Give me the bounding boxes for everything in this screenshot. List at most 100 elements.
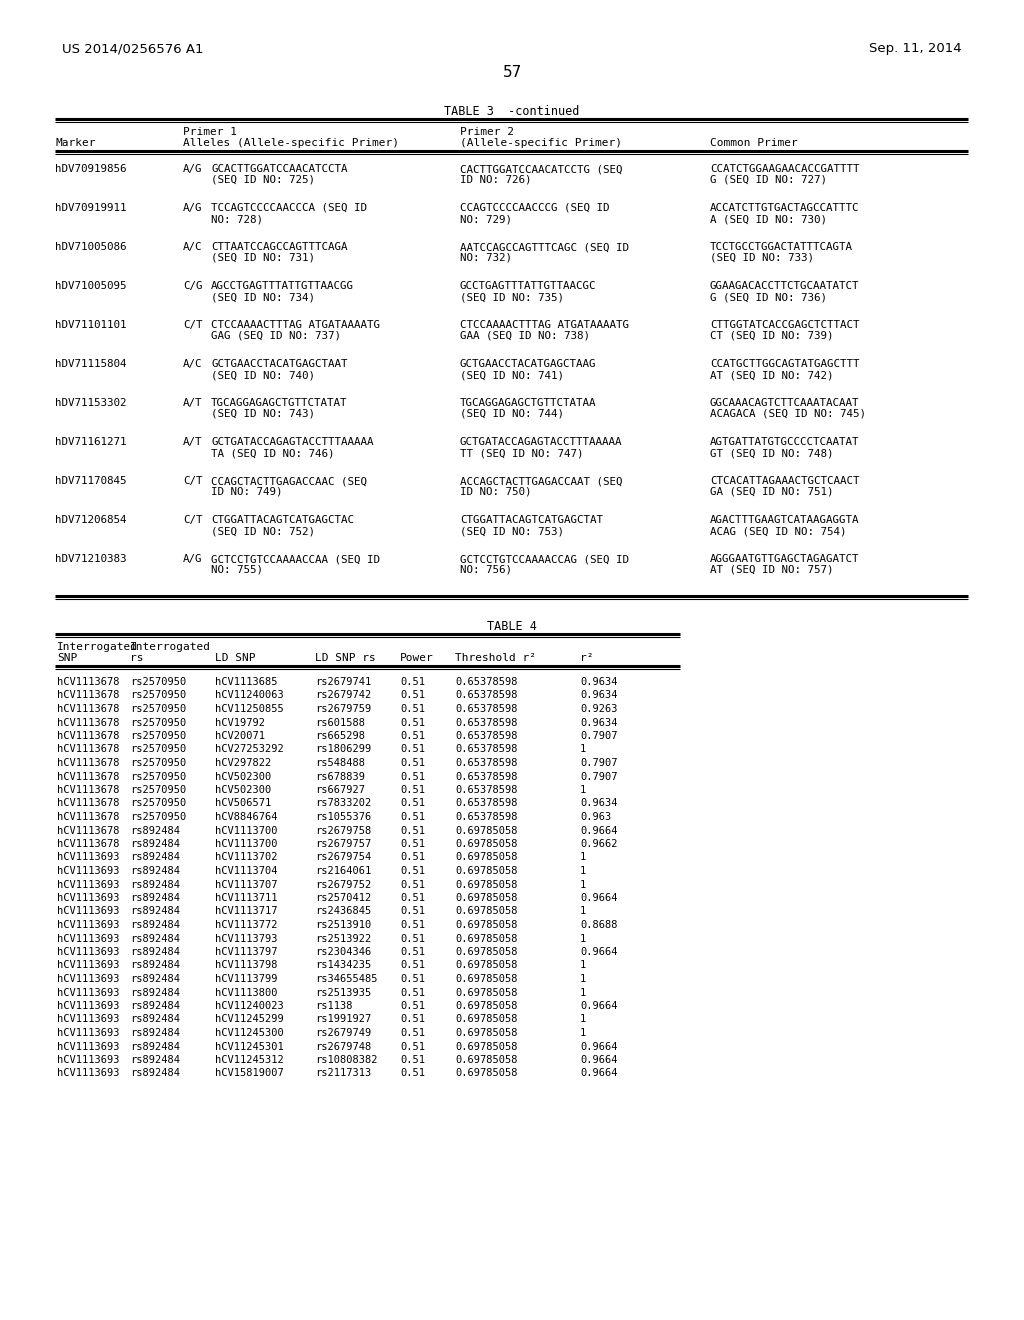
- Text: hCV1113717: hCV1113717: [215, 907, 278, 916]
- Text: ID NO: 749): ID NO: 749): [211, 487, 283, 498]
- Text: 0.69785058: 0.69785058: [455, 840, 517, 849]
- Text: 0.69785058: 0.69785058: [455, 1028, 517, 1038]
- Text: hCV1113678: hCV1113678: [57, 840, 120, 849]
- Text: rs2570950: rs2570950: [130, 704, 186, 714]
- Text: A/C: A/C: [183, 242, 203, 252]
- Text: hDV71206854: hDV71206854: [55, 515, 127, 525]
- Text: 0.7907: 0.7907: [580, 758, 617, 768]
- Text: hCV1113678: hCV1113678: [57, 785, 120, 795]
- Text: hCV1113800: hCV1113800: [215, 987, 278, 998]
- Text: CCAGCTACTTGAGACCAAC (SEQ: CCAGCTACTTGAGACCAAC (SEQ: [211, 477, 367, 486]
- Text: 0.51: 0.51: [400, 785, 425, 795]
- Text: 0.69785058: 0.69785058: [455, 920, 517, 931]
- Text: (SEQ ID NO: 752): (SEQ ID NO: 752): [211, 525, 315, 536]
- Text: hCV1113678: hCV1113678: [57, 677, 120, 686]
- Text: rs2679759: rs2679759: [315, 704, 372, 714]
- Text: hCV1113797: hCV1113797: [215, 946, 278, 957]
- Text: 1: 1: [580, 785, 587, 795]
- Text: hCV1113678: hCV1113678: [57, 690, 120, 701]
- Text: rs10808382: rs10808382: [315, 1055, 378, 1065]
- Text: 0.51: 0.51: [400, 894, 425, 903]
- Text: rs892484: rs892484: [130, 920, 180, 931]
- Text: rs2570412: rs2570412: [315, 894, 372, 903]
- Text: 0.51: 0.51: [400, 1028, 425, 1038]
- Text: CTCCAAAACTTTAG ATGATAAAATG: CTCCAAAACTTTAG ATGATAAAATG: [460, 319, 629, 330]
- Text: 1: 1: [580, 907, 587, 916]
- Text: rs892484: rs892484: [130, 866, 180, 876]
- Text: 0.9664: 0.9664: [580, 1055, 617, 1065]
- Text: CTGGATTACAGTCATGAGCTAC: CTGGATTACAGTCATGAGCTAC: [211, 515, 354, 525]
- Text: rs892484: rs892484: [130, 894, 180, 903]
- Text: GAG (SEQ ID NO: 737): GAG (SEQ ID NO: 737): [211, 331, 341, 341]
- Text: 0.65378598: 0.65378598: [455, 771, 517, 781]
- Text: (SEQ ID NO: 741): (SEQ ID NO: 741): [460, 370, 564, 380]
- Text: A/G: A/G: [183, 164, 203, 174]
- Text: 1: 1: [580, 866, 587, 876]
- Text: Primer 1: Primer 1: [183, 127, 237, 137]
- Text: 0.51: 0.51: [400, 920, 425, 931]
- Text: hCV11245300: hCV11245300: [215, 1028, 284, 1038]
- Text: hCV1113685: hCV1113685: [215, 677, 278, 686]
- Text: rs892484: rs892484: [130, 933, 180, 944]
- Text: 0.51: 0.51: [400, 825, 425, 836]
- Text: rs667927: rs667927: [315, 785, 365, 795]
- Text: hCV1113793: hCV1113793: [215, 933, 278, 944]
- Text: ACAG (SEQ ID NO: 754): ACAG (SEQ ID NO: 754): [710, 525, 847, 536]
- Text: hCV1113700: hCV1113700: [215, 825, 278, 836]
- Text: rs892484: rs892484: [130, 987, 180, 998]
- Text: GA (SEQ ID NO: 751): GA (SEQ ID NO: 751): [710, 487, 834, 498]
- Text: rs2570950: rs2570950: [130, 799, 186, 808]
- Text: hDV71210383: hDV71210383: [55, 554, 127, 564]
- Text: NO: 756): NO: 756): [460, 565, 512, 576]
- Text: hCV1113700: hCV1113700: [215, 840, 278, 849]
- Text: GCTCCTGTCCAAAACCAG (SEQ ID: GCTCCTGTCCAAAACCAG (SEQ ID: [460, 554, 629, 564]
- Text: 0.65378598: 0.65378598: [455, 799, 517, 808]
- Text: hCV8846764: hCV8846764: [215, 812, 278, 822]
- Text: r²: r²: [580, 653, 594, 663]
- Text: hCV1113678: hCV1113678: [57, 744, 120, 755]
- Text: hDV71161271: hDV71161271: [55, 437, 127, 447]
- Text: rs892484: rs892484: [130, 974, 180, 983]
- Text: 0.69785058: 0.69785058: [455, 907, 517, 916]
- Text: 0.51: 0.51: [400, 771, 425, 781]
- Text: 0.8688: 0.8688: [580, 920, 617, 931]
- Text: rs34655485: rs34655485: [315, 974, 378, 983]
- Text: hCV20071: hCV20071: [215, 731, 265, 741]
- Text: rs2513910: rs2513910: [315, 920, 372, 931]
- Text: CCATGCTTGGCAGTATGAGCTTT: CCATGCTTGGCAGTATGAGCTTT: [710, 359, 859, 370]
- Text: GCACTTGGATCCAACATCCTA: GCACTTGGATCCAACATCCTA: [211, 164, 347, 174]
- Text: TA (SEQ ID NO: 746): TA (SEQ ID NO: 746): [211, 447, 335, 458]
- Text: 0.51: 0.51: [400, 1001, 425, 1011]
- Text: rs892484: rs892484: [130, 840, 180, 849]
- Text: hCV1113702: hCV1113702: [215, 853, 278, 862]
- Text: 0.69785058: 0.69785058: [455, 1068, 517, 1078]
- Text: hCV1113693: hCV1113693: [57, 1041, 120, 1052]
- Text: rs2513935: rs2513935: [315, 987, 372, 998]
- Text: rs1991927: rs1991927: [315, 1015, 372, 1024]
- Text: CTTGGTATCACCGAGCTCTTACT: CTTGGTATCACCGAGCTCTTACT: [710, 319, 859, 330]
- Text: 0.51: 0.51: [400, 853, 425, 862]
- Text: 1: 1: [580, 987, 587, 998]
- Text: 0.963: 0.963: [580, 812, 611, 822]
- Text: Sep. 11, 2014: Sep. 11, 2014: [869, 42, 962, 55]
- Text: 1: 1: [580, 933, 587, 944]
- Text: TABLE 3  -continued: TABLE 3 -continued: [444, 106, 580, 117]
- Text: 0.9634: 0.9634: [580, 799, 617, 808]
- Text: 0.51: 0.51: [400, 933, 425, 944]
- Text: NO: 732): NO: 732): [460, 253, 512, 263]
- Text: hDV70919856: hDV70919856: [55, 164, 127, 174]
- Text: US 2014/0256576 A1: US 2014/0256576 A1: [62, 42, 204, 55]
- Text: rs892484: rs892484: [130, 1055, 180, 1065]
- Text: hCV1113678: hCV1113678: [57, 771, 120, 781]
- Text: hDV71153302: hDV71153302: [55, 399, 127, 408]
- Text: (SEQ ID NO: 734): (SEQ ID NO: 734): [211, 292, 315, 302]
- Text: rs2679749: rs2679749: [315, 1028, 372, 1038]
- Text: hCV297822: hCV297822: [215, 758, 271, 768]
- Text: hCV1113678: hCV1113678: [57, 704, 120, 714]
- Text: AATCCAGCCAGTTTCAGC (SEQ ID: AATCCAGCCAGTTTCAGC (SEQ ID: [460, 242, 629, 252]
- Text: ACAGACA (SEQ ID NO: 745): ACAGACA (SEQ ID NO: 745): [710, 409, 866, 418]
- Text: NO: 729): NO: 729): [460, 214, 512, 224]
- Text: GGCAAACAGTCTTCAAATACAAT: GGCAAACAGTCTTCAAATACAAT: [710, 399, 859, 408]
- Text: hCV11245312: hCV11245312: [215, 1055, 284, 1065]
- Text: Marker: Marker: [55, 139, 95, 148]
